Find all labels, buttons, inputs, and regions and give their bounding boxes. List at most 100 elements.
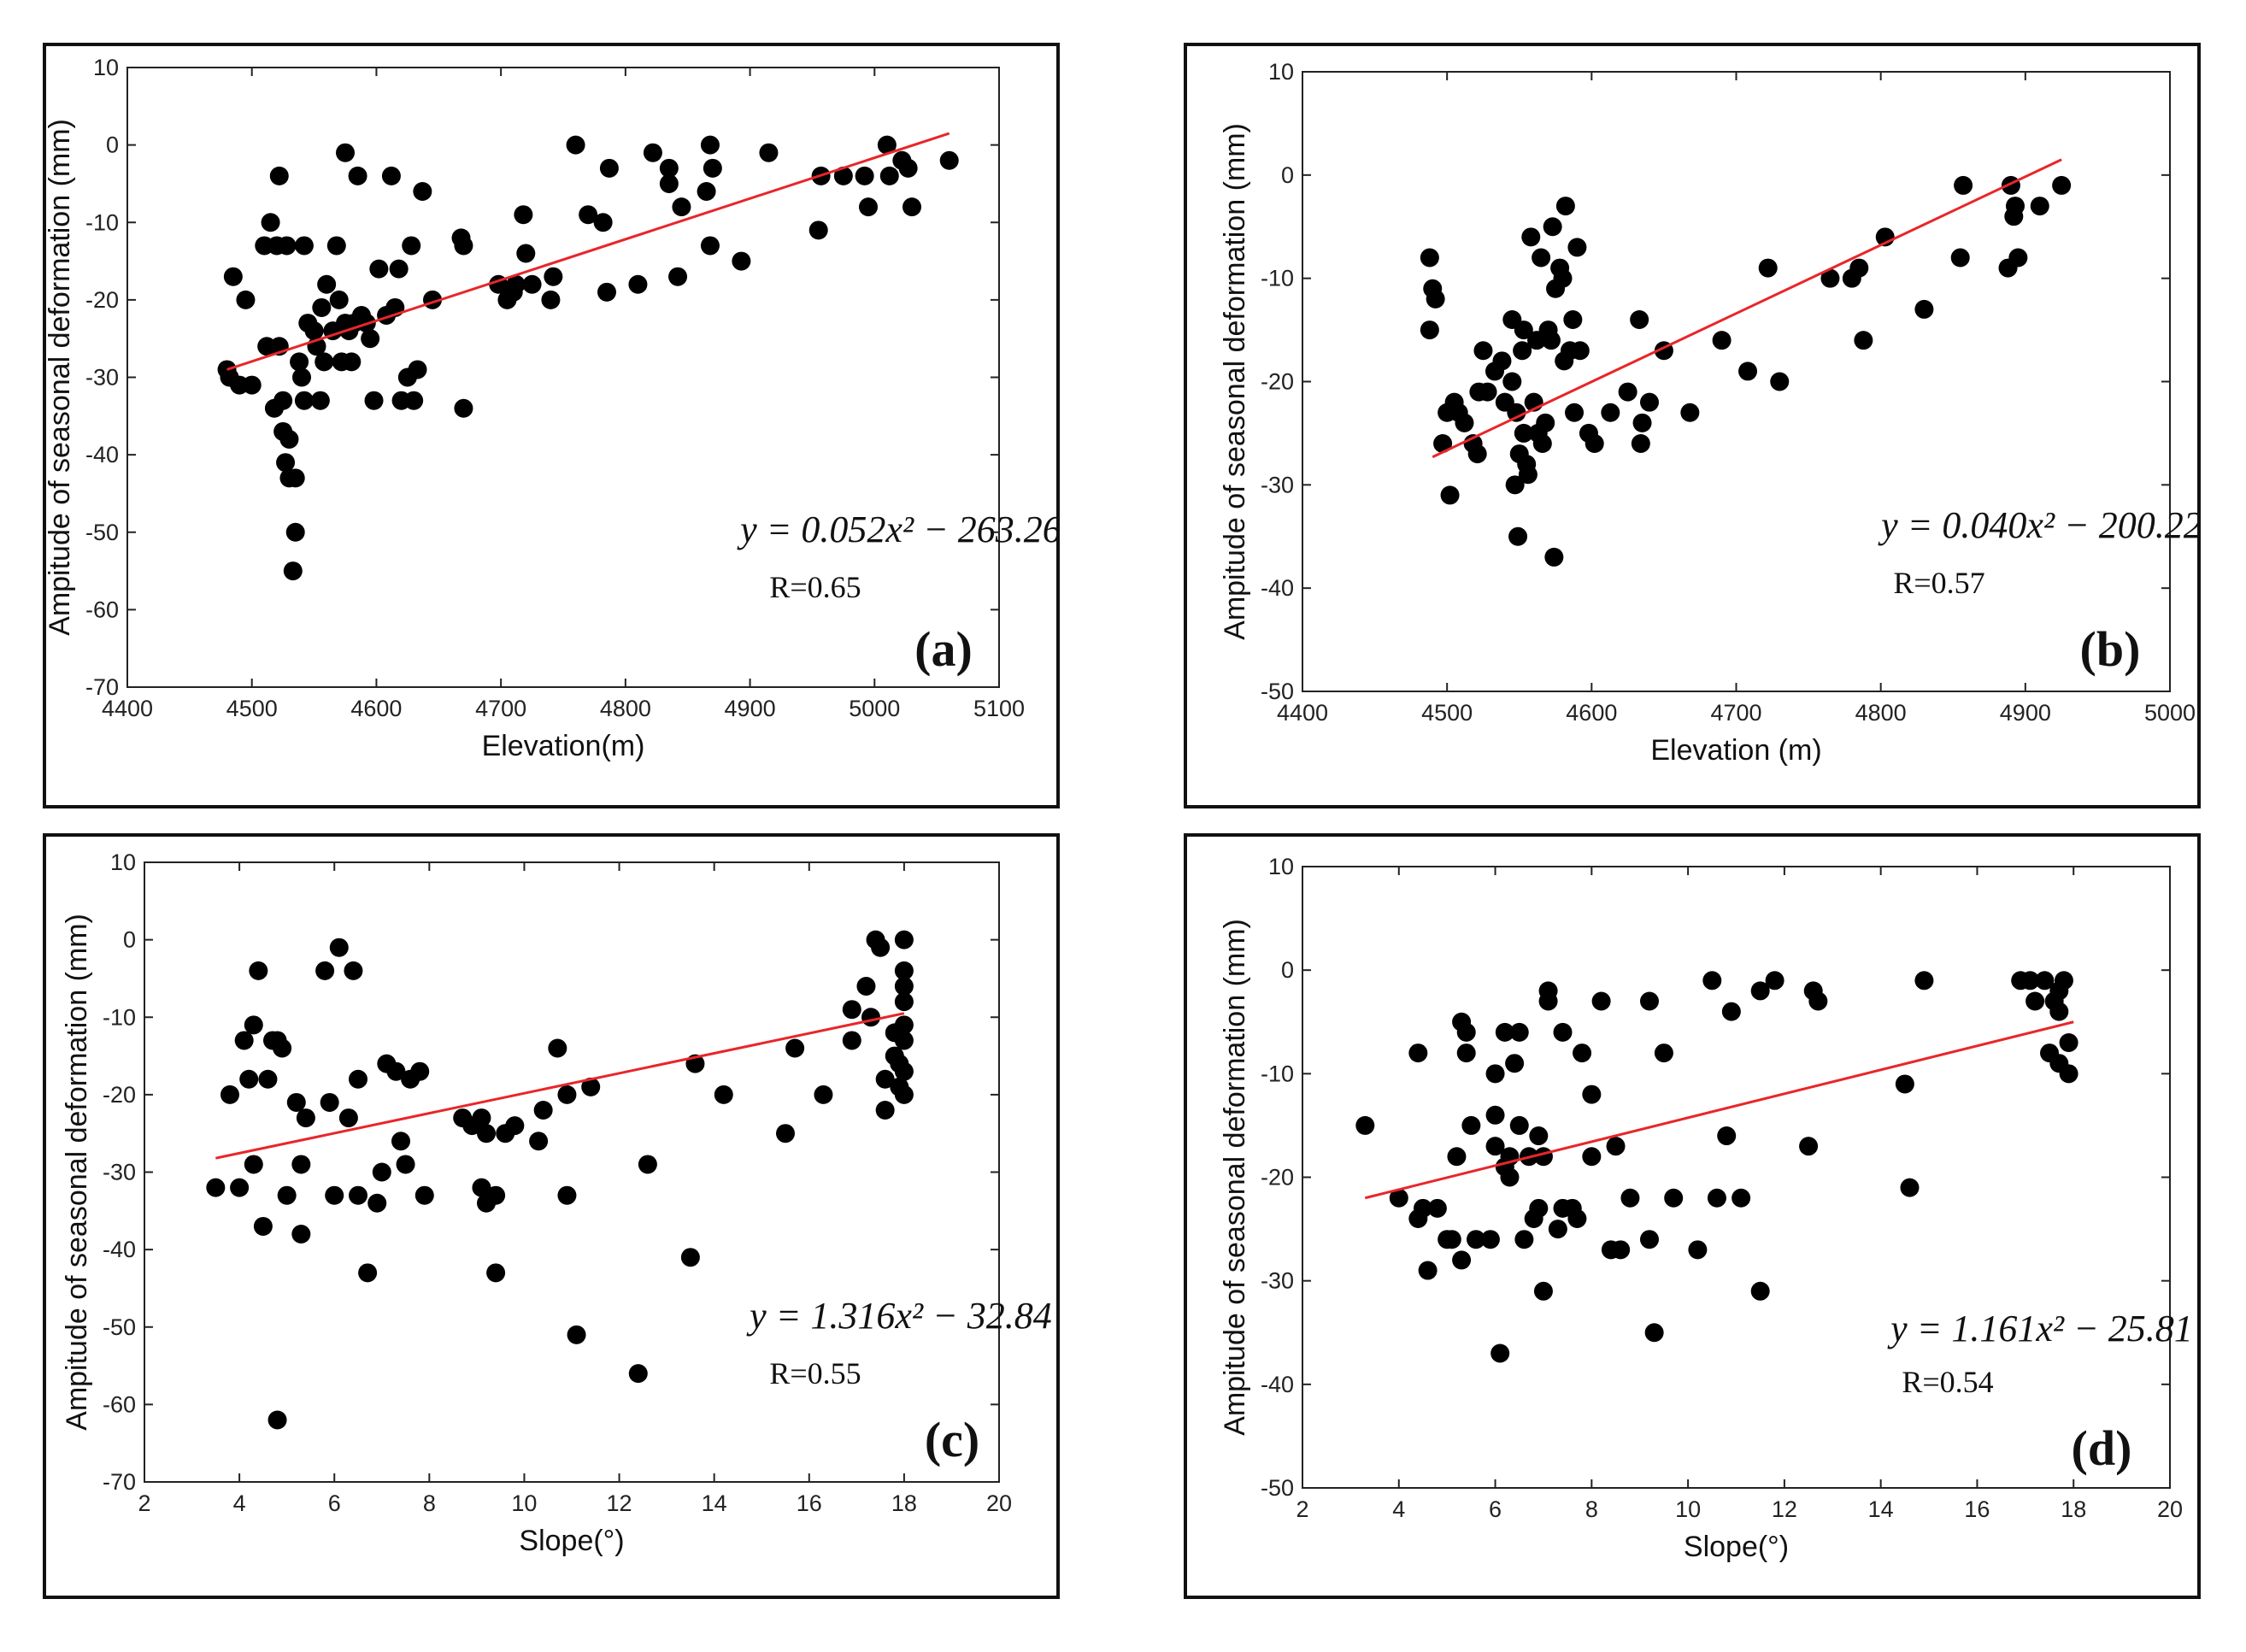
y-tick-label: -40	[85, 442, 119, 467]
data-point	[253, 1216, 273, 1236]
data-point	[894, 1031, 914, 1050]
data-point	[338, 1108, 358, 1128]
data-point	[1467, 1230, 1485, 1249]
y-tick-label: -30	[85, 365, 119, 391]
data-point	[277, 1185, 297, 1205]
data-point	[1750, 1281, 1770, 1301]
data-point	[1954, 175, 1973, 195]
data-point	[1548, 1220, 1567, 1239]
data-point	[599, 158, 619, 178]
data-point	[273, 1038, 292, 1058]
data-point	[875, 1101, 895, 1120]
data-point	[1640, 991, 1659, 1011]
data-point	[898, 158, 918, 178]
y-tick-label: 0	[1281, 957, 1294, 983]
x-tick-label: 4	[1392, 1496, 1405, 1522]
data-point	[672, 197, 691, 217]
data-point	[1567, 238, 1587, 257]
data-point	[514, 205, 533, 225]
x-tick-label: 6	[1489, 1496, 1502, 1522]
data-point	[1721, 1002, 1741, 1021]
data-point	[659, 158, 679, 178]
data-point	[2035, 971, 2055, 991]
data-point	[1914, 971, 1934, 991]
data-point	[638, 1155, 657, 1174]
data-point	[1521, 227, 1541, 247]
data-point	[1533, 1281, 1553, 1301]
regression-equation: y = 0.040x² − 200.22	[1878, 504, 2197, 546]
panel-a: 4400 4500 4600 4700 4800 4900 5000 5100 10 0 -10 -2…	[43, 43, 1060, 808]
data-point	[1490, 1343, 1510, 1363]
data-point	[1573, 1044, 1592, 1063]
data-point	[1456, 1044, 1476, 1063]
data-point	[258, 1069, 278, 1089]
data-point	[579, 205, 598, 225]
data-point	[597, 282, 616, 302]
data-point	[1565, 403, 1585, 422]
data-point	[894, 930, 914, 949]
data-point	[344, 961, 363, 980]
data-point	[643, 143, 662, 162]
data-point	[325, 1185, 344, 1205]
data-point	[1900, 1178, 1920, 1197]
y-axis-label: Ampitude of seasonal deformation (mm)	[1219, 919, 1251, 1436]
data-point	[785, 1038, 805, 1058]
x-tick-label: 10	[1675, 1496, 1701, 1522]
data-point	[1467, 444, 1487, 464]
data-point	[506, 274, 526, 294]
data-point	[1664, 1188, 1684, 1208]
data-point	[1485, 1105, 1505, 1125]
data-point	[273, 391, 293, 410]
data-point	[1507, 403, 1526, 422]
y-tick-label: -70	[103, 1469, 136, 1495]
data-point	[1555, 197, 1575, 216]
data-point	[659, 173, 679, 193]
data-point	[291, 1225, 311, 1243]
data-point	[1654, 1044, 1673, 1063]
x-tick-label: 12	[607, 1490, 632, 1516]
data-point	[1765, 971, 1784, 991]
y-tick-label: 10	[93, 55, 119, 80]
regression-equation: y = 1.161x² − 25.81	[1887, 1308, 2193, 1349]
data-point	[703, 158, 722, 178]
data-point	[871, 938, 891, 957]
data-point	[1355, 1115, 1375, 1135]
data-point	[1680, 403, 1700, 422]
data-point	[1618, 382, 1637, 402]
data-point	[320, 1092, 339, 1112]
data-point	[1702, 971, 1722, 991]
data-point	[1495, 1022, 1514, 1042]
data-point	[566, 135, 585, 155]
data-point	[668, 267, 688, 286]
regression-equation: y = 0.052x² − 263.26	[737, 509, 1056, 550]
data-point	[1514, 320, 1533, 340]
data-point	[315, 352, 334, 372]
data-point	[833, 166, 853, 185]
x-tick-label: 4400	[102, 696, 153, 721]
data-point	[1509, 1022, 1529, 1042]
x-tick-label: 4500	[226, 696, 278, 721]
data-point	[1420, 320, 1439, 340]
data-point	[759, 143, 779, 162]
data-point	[842, 1000, 861, 1020]
data-point	[1433, 434, 1453, 453]
data-point	[939, 150, 959, 170]
data-point	[269, 166, 289, 185]
data-point	[1455, 413, 1474, 432]
data-point	[286, 1092, 306, 1112]
y-tick-label: -20	[85, 287, 119, 313]
data-point	[367, 1193, 387, 1213]
data-point	[1452, 1250, 1472, 1270]
data-point	[279, 430, 299, 449]
x-tick-label: 4800	[600, 696, 651, 721]
data-point	[1440, 485, 1460, 505]
data-point	[477, 1124, 496, 1143]
data-point	[1447, 1147, 1467, 1167]
x-tick-label: 2	[1296, 1496, 1308, 1522]
data-point	[628, 274, 648, 294]
correlation-r: R=0.57	[1893, 566, 1984, 600]
chart-c-svg: 2 4 6 8 10 12 14 16 18 20 10 0 -10 -20 -30 -40 -50 -60 -70…	[61, 850, 1052, 1557]
data-point	[1500, 1167, 1520, 1187]
data-point	[505, 1116, 525, 1136]
data-point	[268, 1410, 287, 1430]
